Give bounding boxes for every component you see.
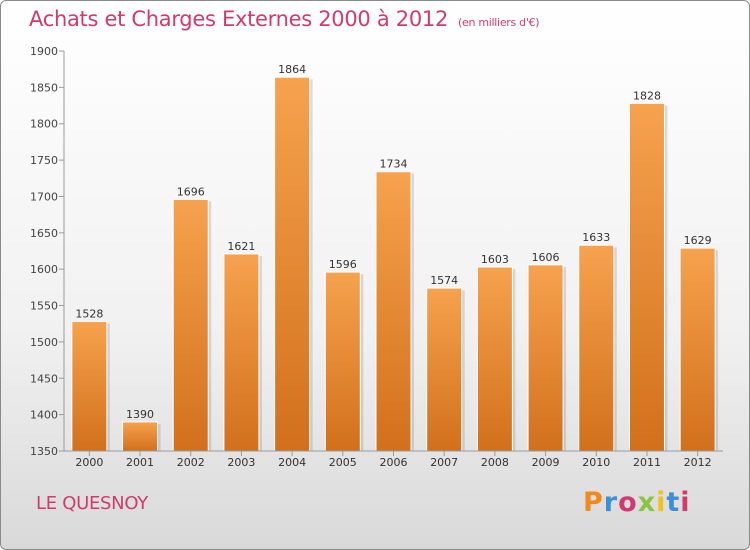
- x-tick-label: 2001: [126, 456, 154, 469]
- bar-2003: [223, 253, 260, 452]
- y-axis: 1350 1400 1450 1500 1550 1600 1650 1700 1750 1800…: [30, 45, 65, 458]
- x-tick-label: 2000: [75, 456, 103, 469]
- data-label-2012: 1629: [684, 234, 712, 247]
- logo-letter: P: [583, 487, 604, 518]
- bar-2012: [679, 247, 716, 452]
- x-axis: 2000 2001 2002 2003 2004 2005 2006 2007 2008 2009…: [64, 450, 723, 469]
- x-tick-label: 2010: [582, 456, 610, 469]
- data-label-2001: 1390: [126, 408, 154, 421]
- logo-letter: i: [656, 487, 667, 518]
- y-tick-label: 1700: [30, 190, 58, 203]
- chart-title: Achats et Charges Externes 2000 à 2012 (e…: [29, 7, 540, 31]
- bar-2006: [375, 171, 412, 452]
- proxiti-logo[interactable]: Proxiti: [583, 487, 691, 518]
- data-label-2007: 1574: [430, 274, 458, 287]
- y-tick-label: 1650: [30, 227, 58, 240]
- x-tick-label: 2006: [380, 456, 408, 469]
- logo-letter: o: [618, 487, 638, 518]
- x-tick-label: 2005: [329, 456, 357, 469]
- data-label-2002: 1696: [177, 185, 205, 198]
- bar-2009: [527, 264, 564, 452]
- data-label-2004: 1864: [278, 63, 306, 76]
- city-name: LE QUESNOY: [36, 493, 148, 514]
- x-tick-label: 2004: [278, 456, 306, 469]
- bar-2001: [122, 421, 159, 452]
- bar-2007: [426, 287, 463, 452]
- y-tick-label: 1550: [30, 300, 58, 313]
- logo-letter: i: [680, 487, 691, 518]
- x-tick-label: 2002: [177, 456, 205, 469]
- bar-2011: [628, 102, 665, 452]
- y-tick-label: 1800: [30, 118, 58, 131]
- bar-2010: [578, 244, 615, 452]
- y-tick-label: 1400: [30, 409, 58, 422]
- x-tick-label: 2003: [227, 456, 255, 469]
- y-tick-label: 1750: [30, 154, 58, 167]
- data-label-2011: 1828: [633, 89, 661, 102]
- data-label-2003: 1621: [227, 240, 255, 253]
- bar-2004: [274, 76, 311, 452]
- y-tick-label: 1350: [30, 445, 58, 458]
- x-tick-label: 2011: [633, 456, 661, 469]
- data-label-2005: 1596: [329, 258, 357, 271]
- y-tick-label: 1850: [30, 81, 58, 94]
- y-tick-label: 1900: [30, 45, 58, 58]
- logo-letter: r: [603, 487, 619, 518]
- x-tick-label: 2012: [684, 456, 712, 469]
- y-tick-label: 1600: [30, 263, 58, 276]
- title-unit: (en milliers d'€): [458, 16, 540, 29]
- title-text: Achats et Charges Externes 2000 à 2012: [29, 7, 449, 31]
- bar-2005: [324, 271, 361, 452]
- bars: 1528 1390 1696 1621 1864 1596 1734 1574 1603 1606…: [71, 63, 719, 452]
- x-tick-label: 2007: [430, 456, 458, 469]
- bar-2008: [476, 266, 513, 452]
- bar-2000: [71, 321, 108, 452]
- data-label-2000: 1528: [75, 308, 103, 321]
- x-tick-label: 2008: [481, 456, 509, 469]
- data-label-2010: 1633: [582, 231, 610, 244]
- data-label-2008: 1603: [481, 253, 509, 266]
- logo-letter: x: [637, 487, 657, 518]
- bar-2002: [172, 198, 209, 452]
- data-label-2006: 1734: [380, 158, 408, 171]
- logo-letter: t: [666, 487, 681, 518]
- y-tick-label: 1450: [30, 372, 58, 385]
- data-label-2009: 1606: [532, 251, 560, 264]
- x-tick-label: 2009: [532, 456, 560, 469]
- y-tick-label: 1500: [30, 336, 58, 349]
